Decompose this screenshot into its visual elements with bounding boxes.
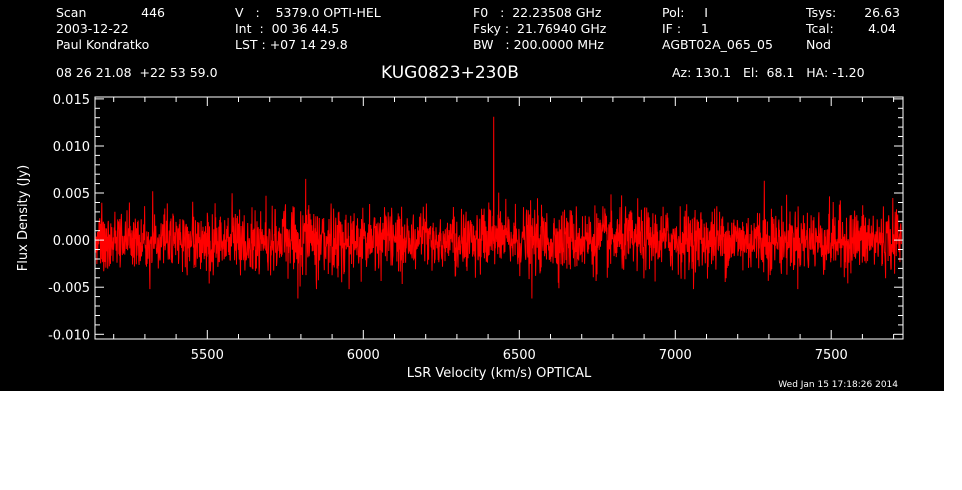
- integration-time: Int : 00 36 44.5: [235, 21, 340, 36]
- if-number: IF : 1: [662, 21, 709, 36]
- velocity-info: V : 5379.0 OPTI-HEL: [235, 5, 381, 20]
- sky-frequency: Fsky : 21.76940 GHz: [473, 21, 607, 36]
- y-axis-label: Flux Density (Jy): [16, 165, 31, 271]
- tcal-value: 4.04: [868, 21, 896, 36]
- tsys-value: 26.63: [864, 5, 900, 20]
- x-tick-label: 7000: [659, 348, 692, 363]
- spectrum-plot: 5500 6000 6500 7000 7500 -0.010 -0.005 0.000 0.0…: [16, 93, 904, 381]
- y-tick-label: 0.010: [53, 140, 90, 155]
- y-tick-label: 0.000: [53, 234, 90, 249]
- observer-name: Paul Kondratko: [56, 37, 150, 52]
- project-id: AGBT02A_065_05: [662, 37, 773, 52]
- bandwidth: BW : 200.0000 MHz: [473, 37, 604, 52]
- y-tick-label: 0.005: [53, 187, 90, 202]
- y-tick-label: 0.015: [53, 93, 90, 108]
- spectrum-trace: [94, 116, 902, 299]
- plot-frame: [94, 96, 904, 340]
- x-tick-label: 6500: [503, 348, 536, 363]
- y-tick-label: -0.010: [48, 328, 90, 343]
- spectrum-panel: Scan 446 2003-12-22 Paul Kondratko V : 5…: [0, 0, 944, 391]
- x-axis-label: LSR Velocity (km/s) OPTICAL: [407, 366, 592, 381]
- x-tick-label: 6000: [347, 348, 380, 363]
- lst-info: LST : +07 14 29.8: [235, 37, 348, 52]
- tsys-label: Tsys:: [806, 5, 837, 20]
- y-tick-label: -0.005: [48, 281, 90, 296]
- scan-label: Scan: [56, 5, 87, 20]
- observing-mode: Nod: [806, 37, 831, 52]
- tcal-label: Tcal:: [806, 21, 834, 36]
- obs-date: 2003-12-22: [56, 21, 129, 36]
- plot-timestamp: Wed Jan 15 17:18:26 2014: [778, 380, 898, 390]
- rest-frequency: F0 : 22.23508 GHz: [473, 5, 602, 20]
- polarization: Pol: I: [662, 5, 708, 20]
- az-el-ha: Az: 130.1 El: 68.1 HA: -1.20: [672, 65, 865, 80]
- x-tick-label: 5500: [191, 348, 224, 363]
- source-coordinates: 08 26 21.08 +22 53 59.0: [56, 65, 218, 80]
- source-name: KUG0823+230B: [381, 63, 519, 83]
- scan-number: 446: [141, 5, 165, 20]
- x-tick-label: 7500: [815, 348, 848, 363]
